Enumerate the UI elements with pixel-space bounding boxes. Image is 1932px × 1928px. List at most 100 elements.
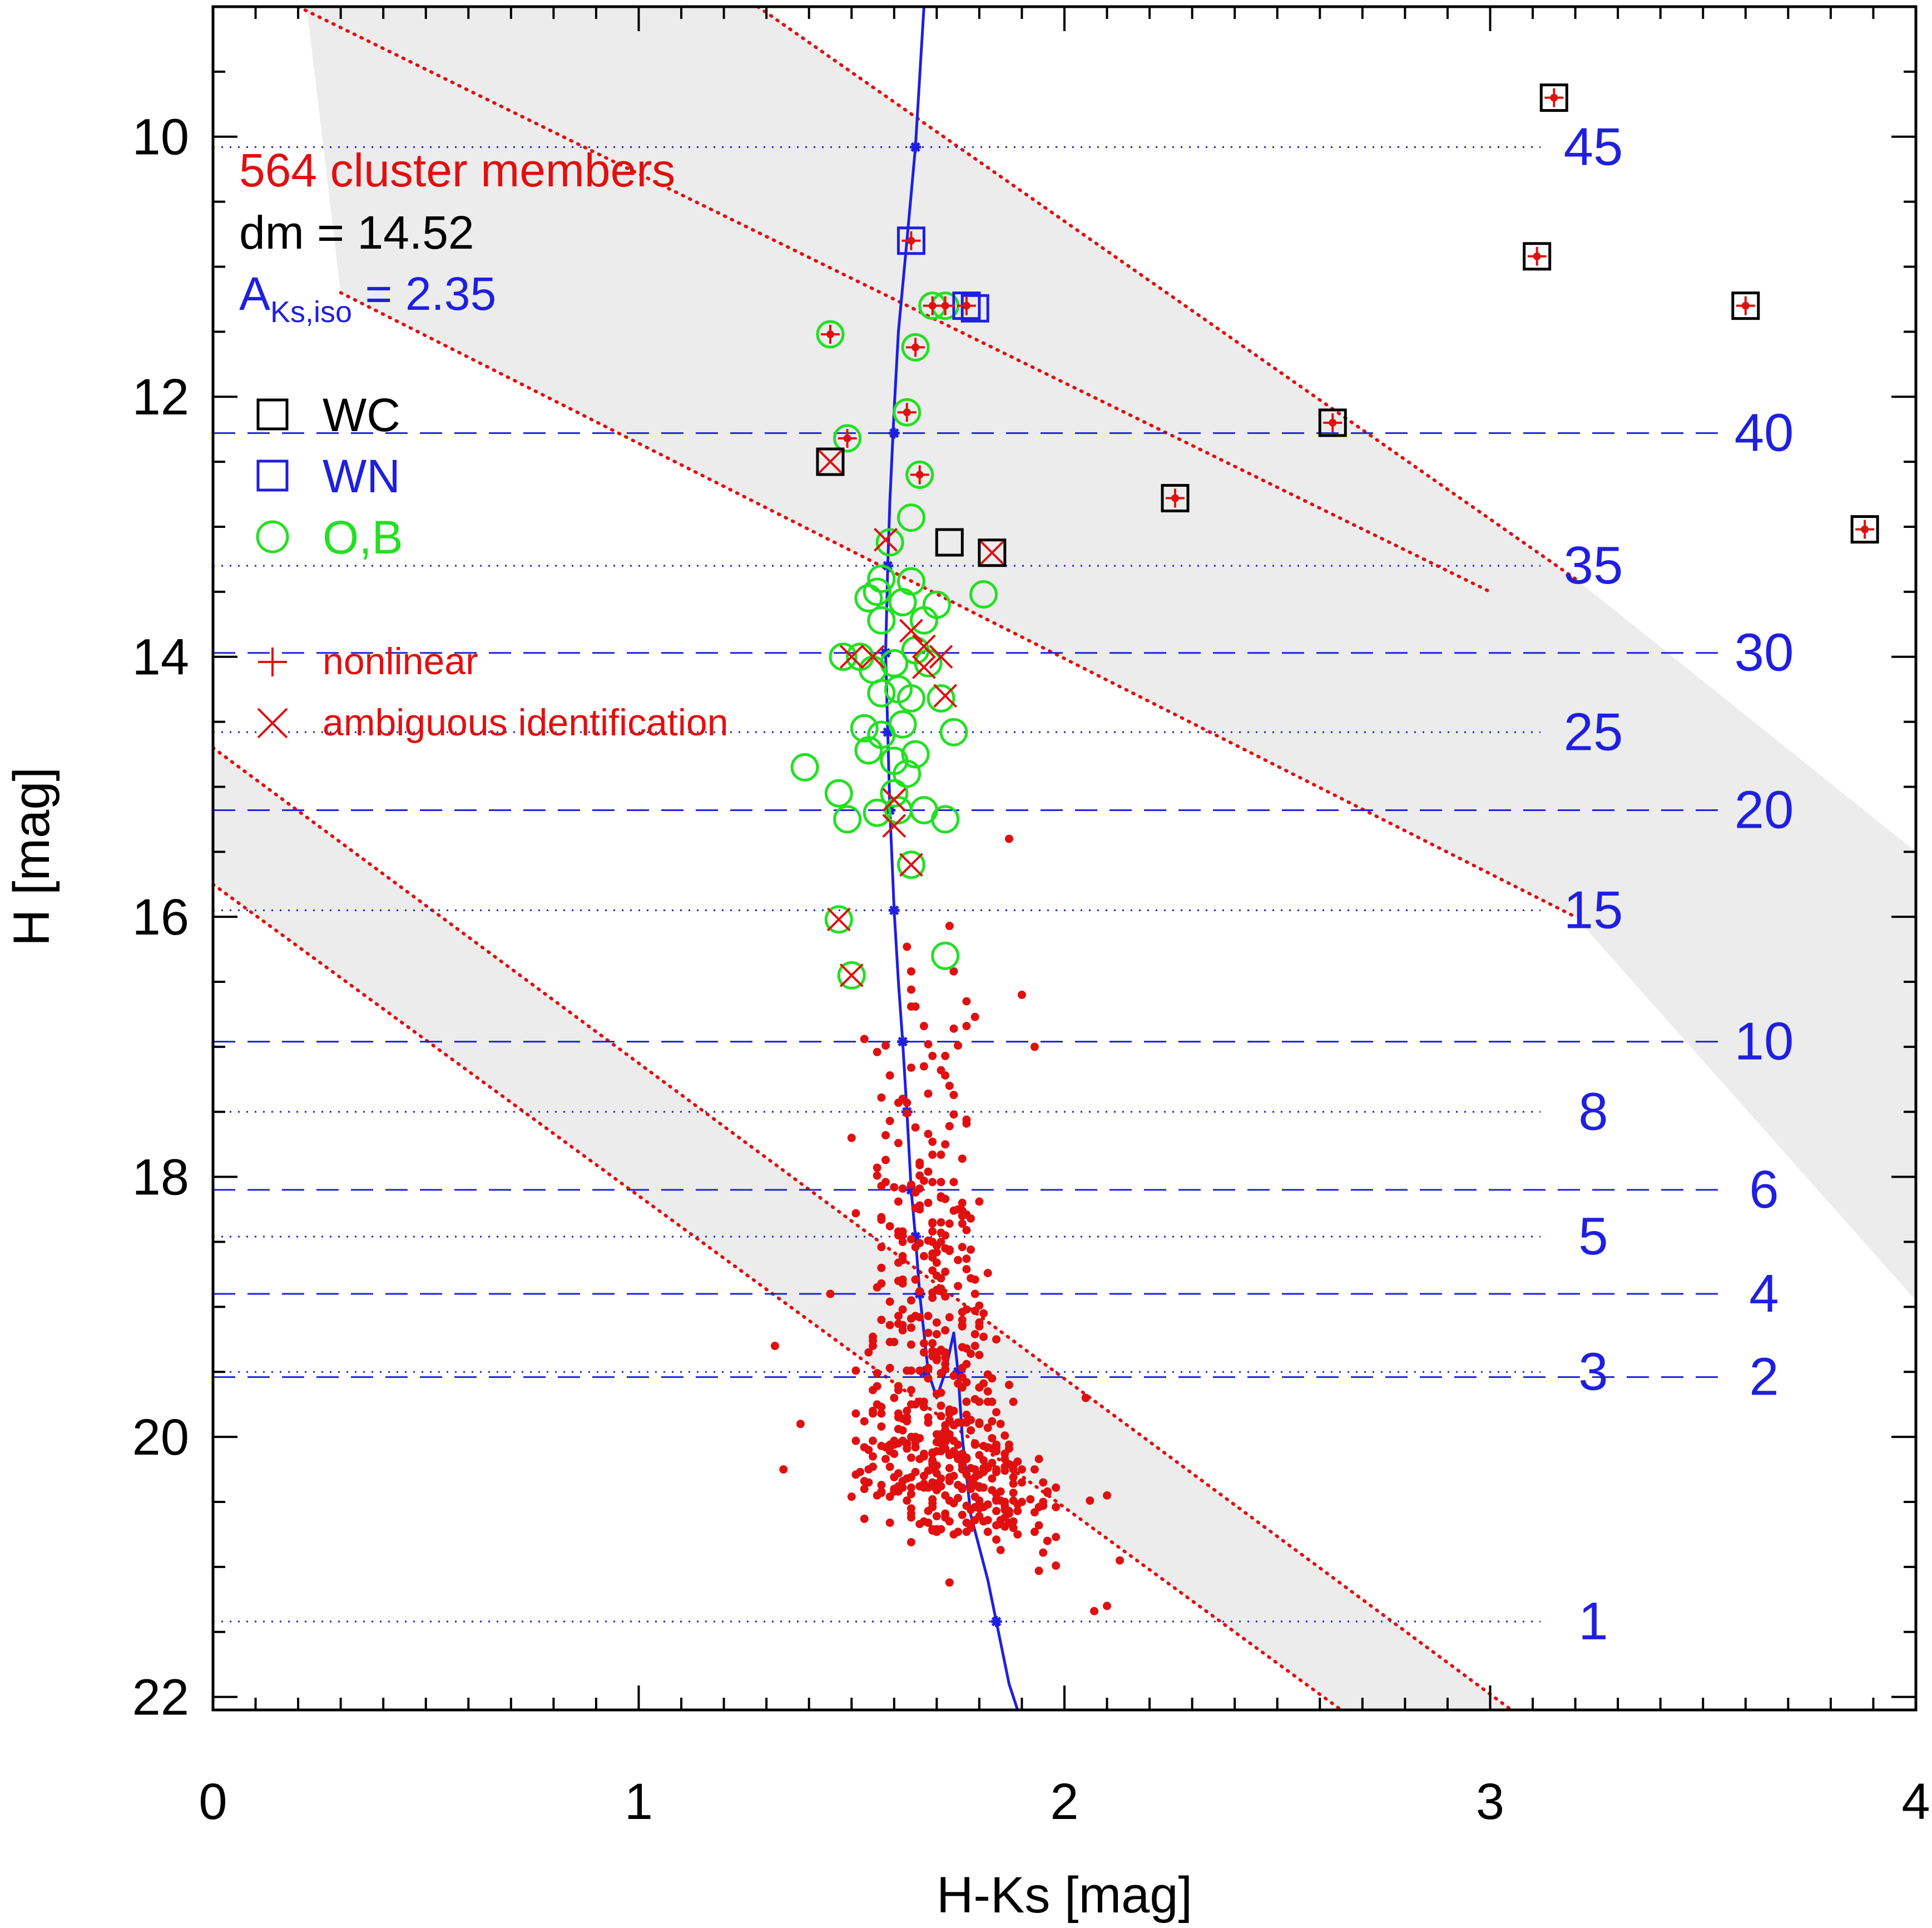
reddening-line-5 — [213, 882, 1343, 1710]
data-points — [770, 83, 1879, 1615]
mass-label-25: 25 — [1564, 702, 1623, 762]
member-point — [928, 1150, 937, 1159]
member-point — [970, 1275, 979, 1284]
member-point — [924, 1363, 933, 1372]
member-point — [906, 1323, 915, 1332]
member-point — [979, 1456, 988, 1465]
mass-label-6: 6 — [1749, 1160, 1779, 1219]
member-point — [906, 1504, 915, 1513]
wc-star-marker — [1539, 83, 1568, 112]
member-point — [941, 1140, 950, 1149]
wc-star-marker — [1523, 242, 1552, 271]
member-point — [885, 1440, 894, 1449]
member-point — [992, 1447, 1001, 1456]
member-point — [958, 1316, 967, 1324]
member-point — [962, 1225, 971, 1234]
member-point — [924, 1198, 933, 1207]
aks-subscript: Ks,iso — [270, 295, 352, 329]
member-point — [941, 1267, 950, 1276]
members-annotation: 564 cluster members — [239, 144, 675, 196]
member-point — [937, 1401, 945, 1410]
nonlinear-dot — [915, 471, 924, 479]
aks-main: A — [239, 268, 270, 320]
nonlinear-dot — [826, 330, 834, 339]
wn-star-marker — [896, 226, 925, 255]
member-point — [873, 1369, 881, 1378]
member-point — [983, 1269, 992, 1278]
member-point — [932, 1390, 941, 1398]
ambiguous-marker — [839, 645, 864, 669]
member-point — [906, 1483, 915, 1492]
x-tick-label: 2 — [1050, 1773, 1078, 1830]
isochrone-marker — [888, 904, 900, 916]
member-point — [958, 1485, 967, 1494]
member-point — [954, 1440, 963, 1449]
member-point — [869, 1386, 878, 1395]
isochrone-marker — [888, 427, 900, 439]
ob-star-marker — [850, 714, 879, 743]
ob-star-marker — [969, 580, 998, 609]
legend-ob-symbol — [256, 520, 289, 553]
mass-label-2: 2 — [1749, 1347, 1779, 1407]
ob-star-marker — [896, 684, 925, 713]
member-point — [1004, 1509, 1013, 1518]
ambiguous-marker — [839, 963, 864, 987]
member-point — [975, 1318, 984, 1327]
member-point — [915, 1239, 924, 1248]
wc-star-marker — [1850, 515, 1879, 544]
member-point — [851, 1409, 860, 1418]
ob-star-marker — [863, 798, 891, 827]
member-point — [941, 1194, 950, 1203]
member-point — [906, 1340, 915, 1349]
member-point — [932, 1318, 941, 1327]
member-point — [1090, 1606, 1099, 1615]
member-point — [924, 1466, 933, 1475]
member-point — [906, 1235, 915, 1244]
ob-star-marker — [905, 460, 934, 489]
member-point — [915, 1201, 924, 1210]
member-point — [962, 997, 971, 1006]
ob-star-marker — [909, 606, 938, 635]
member-point — [877, 1489, 886, 1497]
legend-label: WC — [323, 389, 400, 441]
member-point — [992, 1467, 1001, 1476]
member-point — [962, 1119, 971, 1128]
member-point — [1081, 1393, 1090, 1402]
nonlinear-dot — [911, 343, 920, 352]
member-point — [975, 1483, 984, 1492]
member-point — [881, 1155, 890, 1164]
member-point — [932, 1348, 941, 1357]
member-point — [1017, 1465, 1026, 1474]
ambiguous-marker — [929, 645, 953, 669]
ambiguous-marker — [882, 814, 906, 838]
mass-label-5: 5 — [1578, 1207, 1608, 1266]
member-point — [906, 1432, 915, 1441]
member-point — [906, 1002, 915, 1011]
member-point — [941, 1326, 950, 1334]
member-point — [1052, 1561, 1061, 1570]
ob-star-marker — [837, 961, 866, 990]
member-point — [949, 967, 958, 976]
member-point — [924, 1130, 933, 1139]
member-point — [894, 1231, 903, 1240]
ambiguous-marker — [861, 645, 885, 669]
member-point — [924, 1040, 933, 1049]
member-point — [954, 1205, 963, 1214]
member-point — [937, 1412, 945, 1421]
member-point — [860, 1514, 869, 1523]
member-point — [847, 1492, 856, 1501]
member-point — [992, 1535, 1001, 1544]
reddening-line-3 — [339, 291, 1577, 919]
member-point — [1009, 1473, 1018, 1482]
member-point — [937, 1238, 945, 1247]
member-point — [1017, 1478, 1026, 1487]
member-point — [877, 1481, 886, 1490]
ambiguous-marker — [826, 907, 851, 932]
member-point — [937, 1284, 945, 1293]
member-point — [924, 1518, 933, 1527]
member-point — [941, 1231, 950, 1240]
member-point — [1009, 1479, 1018, 1488]
member-point — [962, 1470, 971, 1479]
member-point — [962, 1210, 971, 1219]
member-point — [851, 1209, 860, 1218]
